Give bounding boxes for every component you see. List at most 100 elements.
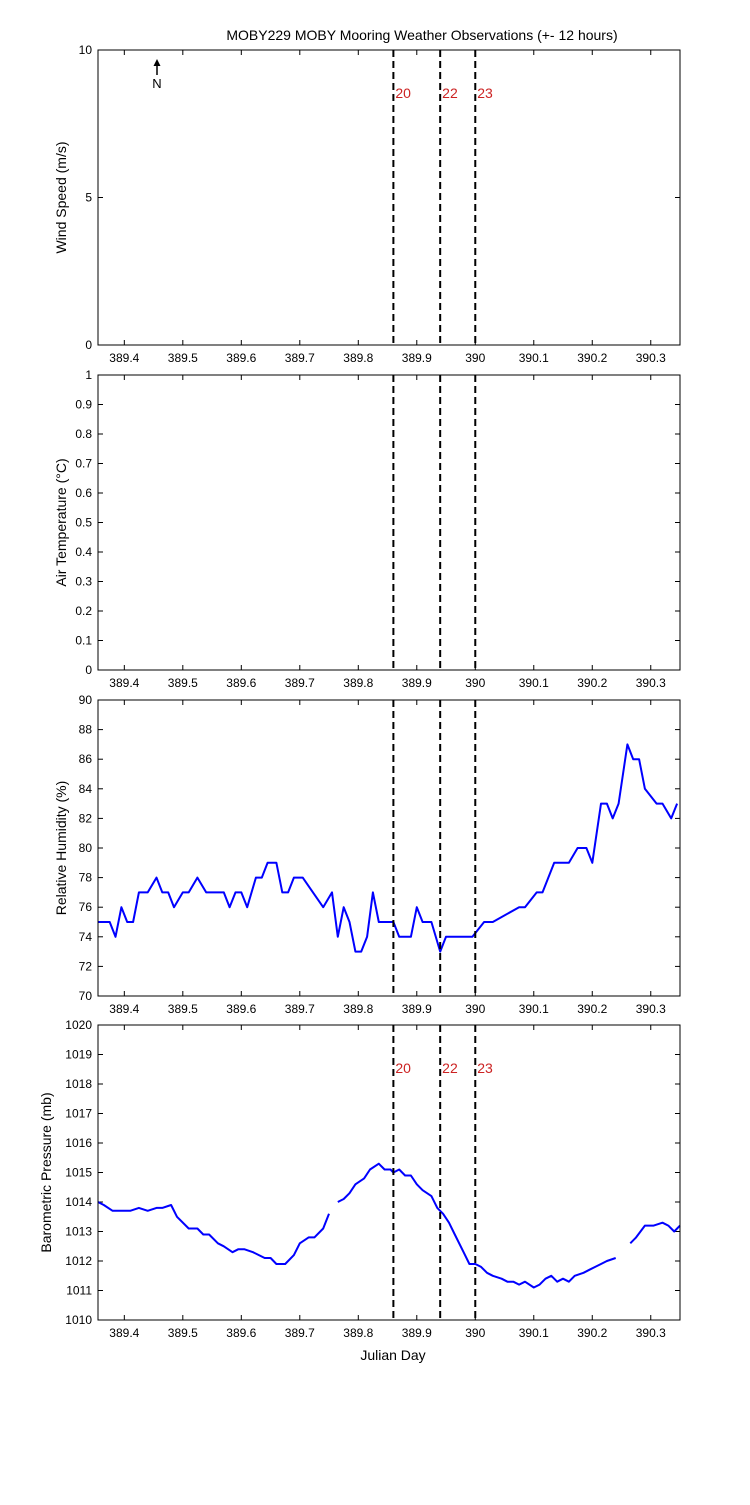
x-tick-label: 389.6	[226, 351, 256, 365]
y-tick-label: 1018	[65, 1077, 92, 1091]
y-tick-label: 0.3	[75, 575, 92, 589]
x-tick-label: 389.6	[226, 1326, 256, 1340]
y-axis-label: Relative Humidity (%)	[53, 781, 69, 916]
wind-stick	[611, 344, 613, 345]
event-marker-label: 22	[442, 85, 458, 101]
wind-stick	[513, 344, 515, 345]
x-tick-label: 390	[465, 351, 485, 365]
x-tick-label: 390.2	[577, 1326, 607, 1340]
y-tick-label: 1011	[66, 1284, 92, 1298]
x-tick-label: 390	[465, 1326, 485, 1340]
y-tick-label: 74	[79, 930, 93, 944]
wind-stick	[372, 344, 374, 345]
x-tick-label: 389.9	[402, 1002, 432, 1016]
wind-stick	[292, 344, 294, 345]
pressure-line	[629, 1221, 681, 1245]
x-tick-label: 390.1	[519, 676, 549, 690]
y-tick-label: 82	[79, 811, 93, 825]
panel-wind: 0 5 10 389.4 389.5 389.6 389.7 389.8 389.9 390 390…	[53, 43, 681, 365]
x-tick-label: 389.7	[285, 1326, 315, 1340]
y-tick-label: 88	[79, 723, 93, 737]
x-tick-label: 389.7	[285, 1002, 315, 1016]
wind-stick	[492, 344, 494, 345]
y-tick-label: 70	[79, 989, 93, 1003]
x-tick-label: 389.4	[109, 351, 139, 365]
panel-air_temp: 0 0.1 0.2 0.3 0.4 0.5 0.6 0.7 0.8 0.9 1 389.4 389.5 3…	[53, 368, 681, 690]
panel-frame	[97, 699, 681, 997]
x-tick-label: 389.9	[402, 676, 432, 690]
x-tick-label: 389.4	[109, 1326, 139, 1340]
x-tick-label: 389.5	[168, 351, 198, 365]
y-tick-label: 1	[85, 368, 92, 382]
wind-stick	[328, 344, 330, 345]
y-tick-label: 84	[79, 782, 93, 796]
y-tick-label: 1019	[65, 1048, 92, 1062]
x-tick-label: 390.3	[636, 1326, 666, 1340]
wind-stick	[98, 344, 100, 345]
y-tick-label: 0.4	[75, 545, 92, 559]
x-tick-label: 390.1	[519, 351, 549, 365]
wind-stick	[504, 344, 506, 345]
wind-stick	[254, 344, 256, 345]
y-tick-label: 1014	[65, 1195, 92, 1209]
wind-stick	[557, 344, 559, 345]
y-tick-label: 76	[79, 900, 93, 914]
wind-stick	[333, 344, 335, 345]
wind-stick	[301, 344, 303, 345]
wind-stick	[478, 344, 480, 345]
x-tick-label: 389.5	[168, 676, 198, 690]
x-tick-label: 389.8	[343, 351, 373, 365]
x-tick-label: 390.1	[519, 1326, 549, 1340]
y-tick-label: 1010	[65, 1313, 92, 1327]
wind-stick	[524, 344, 526, 345]
y-tick-label: 86	[79, 752, 93, 766]
wind-stick	[162, 344, 164, 345]
y-axis-label: Wind Speed (m/s)	[53, 141, 69, 253]
y-tick-label: 0.9	[75, 398, 92, 412]
y-tick-label: 1016	[65, 1136, 92, 1150]
y-tick-label: 78	[79, 871, 93, 885]
wind-stick	[147, 344, 149, 345]
north-label: N	[152, 76, 161, 91]
event-marker-label: 23	[477, 85, 493, 101]
x-tick-label: 389.5	[168, 1002, 198, 1016]
x-tick-label: 390.3	[636, 1002, 666, 1016]
x-tick-label: 389.6	[226, 676, 256, 690]
y-tick-label: 0	[85, 663, 92, 677]
wind-stick	[545, 344, 547, 345]
y-tick-label: 1015	[65, 1166, 92, 1180]
y-tick-label: 72	[79, 959, 93, 973]
wind-stick	[484, 344, 486, 345]
y-axis-label: Barometric Pressure (mb)	[38, 1092, 54, 1252]
event-marker-label: 20	[395, 85, 411, 101]
y-tick-label: 0.1	[75, 634, 92, 648]
y-tick-label: 0.6	[75, 486, 92, 500]
wind-stick	[138, 344, 140, 345]
wind-stick	[629, 344, 631, 345]
panel-frame	[97, 49, 681, 346]
wind-stick	[676, 344, 678, 345]
x-tick-label: 389.7	[285, 676, 315, 690]
y-tick-label: 1013	[65, 1225, 92, 1239]
y-tick-label: 1012	[65, 1254, 92, 1268]
x-tick-label: 389.8	[343, 1326, 373, 1340]
wind-stick	[440, 344, 442, 345]
x-tick-label: 390.2	[577, 1002, 607, 1016]
wind-stick	[307, 344, 309, 345]
wind-stick	[530, 344, 532, 345]
figure-title: MOBY229 MOBY Mooring Weather Observation…	[226, 27, 617, 43]
y-tick-label: 1017	[65, 1107, 92, 1121]
wind-stick	[287, 344, 289, 345]
wind-stick	[466, 344, 468, 345]
wind-stick	[539, 344, 541, 345]
wind-stick	[393, 344, 395, 345]
wind-stick	[498, 344, 500, 345]
wind-stick	[313, 344, 315, 345]
wind-stick	[451, 344, 453, 345]
wind-stick	[156, 344, 158, 345]
x-axis-label: Julian Day	[360, 1347, 425, 1363]
x-tick-label: 389.4	[109, 1002, 139, 1016]
panel-humidity: 70 72 74 76 78 80 82 84 86 88 90 389.4 389.5 389.6 389…	[53, 693, 681, 1016]
x-tick-label: 389.9	[402, 1326, 432, 1340]
